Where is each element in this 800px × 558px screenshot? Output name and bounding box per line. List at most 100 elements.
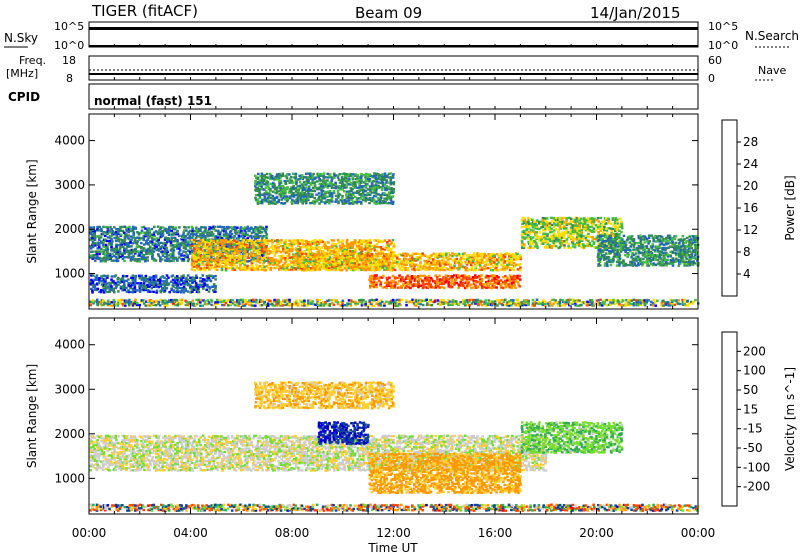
data-cell [291, 240, 294, 242]
data-cell [297, 304, 300, 306]
data-cell [255, 299, 258, 301]
data-cell [119, 228, 122, 230]
data-cell [382, 263, 385, 265]
data-cell [332, 187, 335, 189]
data-cell [98, 253, 101, 255]
data-cell [106, 291, 109, 293]
data-cell [250, 227, 253, 229]
data-cell [100, 275, 103, 277]
data-cell [295, 242, 298, 244]
data-cell [373, 281, 376, 283]
data-cell [371, 299, 374, 301]
data-cell [119, 250, 122, 252]
data-cell [354, 196, 357, 198]
data-cell [167, 277, 170, 279]
data-cell [138, 232, 141, 234]
data-cell [271, 239, 274, 241]
data-cell [147, 256, 150, 258]
data-cell [519, 263, 522, 265]
data-cell [328, 299, 331, 301]
data-cell [299, 187, 302, 189]
data-cell [479, 262, 482, 264]
data-cell [220, 301, 223, 303]
data-cell [385, 245, 388, 247]
data-cell [329, 173, 332, 175]
data-cell [286, 267, 289, 269]
data-cell [392, 195, 395, 197]
data-cell [278, 248, 281, 250]
data-cell [392, 173, 395, 175]
data-cell [276, 196, 279, 198]
data-cell [371, 248, 374, 250]
data-cell [647, 299, 650, 301]
data-cell [406, 275, 409, 277]
data-cell [430, 262, 433, 264]
data-cell [225, 232, 228, 234]
data-cell [195, 227, 198, 229]
data-cell [141, 230, 144, 232]
data-cell [591, 299, 594, 301]
data-cell [252, 299, 255, 301]
data-cell [364, 180, 367, 182]
data-cell [341, 242, 344, 244]
data-cell [263, 260, 266, 262]
data-cell [388, 258, 391, 260]
data-cell [373, 199, 376, 201]
data-cell [369, 241, 372, 243]
data-cell [261, 300, 264, 302]
data-cell [309, 189, 312, 191]
data-cell [352, 257, 355, 259]
data-cell [273, 183, 276, 185]
data-cell [639, 299, 642, 301]
data-cell [349, 253, 352, 255]
data-cell [401, 299, 404, 301]
data-cell [113, 248, 116, 250]
data-cell [438, 267, 441, 269]
data-cell [396, 257, 399, 259]
data-cell [371, 269, 374, 271]
data-cell [175, 227, 178, 229]
data-cell [348, 199, 351, 201]
data-cell [174, 232, 177, 234]
data-cell [392, 243, 395, 245]
data-cell [103, 291, 106, 293]
data-cell [312, 265, 315, 267]
data-cell [126, 275, 129, 277]
data-cell [368, 180, 371, 182]
data-cell [138, 260, 141, 262]
data-cell [481, 256, 484, 258]
data-cell [390, 269, 393, 271]
data-cell [216, 252, 219, 254]
data-cell [369, 178, 372, 180]
data-cell [94, 239, 97, 241]
data-cell [288, 299, 291, 301]
data-cell [392, 201, 395, 203]
data-cell [254, 254, 257, 256]
data-cell [244, 262, 247, 264]
data-cell [513, 269, 516, 271]
data-cell [337, 190, 340, 192]
data-cell [157, 239, 160, 241]
data-cell [476, 258, 479, 260]
data-cell [303, 256, 306, 258]
data-cell [94, 260, 97, 262]
data-cell [128, 226, 131, 228]
data-cell [138, 250, 141, 252]
data-cell [362, 248, 365, 250]
data-cell [384, 173, 387, 175]
data-cell [504, 260, 507, 262]
data-cell [686, 300, 689, 302]
data-cell [182, 274, 185, 276]
data-cell [477, 303, 480, 305]
freq-trace [89, 73, 698, 75]
data-cell [138, 304, 141, 306]
data-cell [235, 267, 238, 269]
data-cell [561, 304, 564, 306]
data-cell [354, 301, 357, 303]
data-cell [315, 254, 318, 256]
data-cell [233, 264, 236, 266]
data-cell [299, 243, 302, 245]
data-cell [206, 243, 209, 245]
data-cell [549, 301, 552, 303]
data-cell [204, 235, 207, 237]
